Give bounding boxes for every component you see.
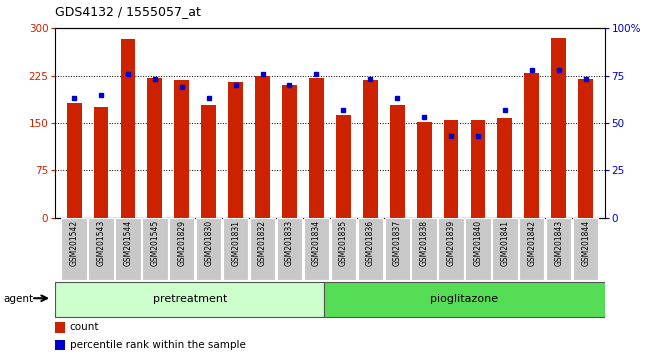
Bar	[363, 80, 378, 218]
Text: GSM201842: GSM201842	[527, 219, 536, 266]
Bar	[438, 218, 463, 280]
Text: GDS4132 / 1555057_at: GDS4132 / 1555057_at	[55, 5, 201, 18]
Text: GSM201837: GSM201837	[393, 219, 402, 266]
Bar	[497, 118, 512, 218]
Bar	[546, 218, 571, 280]
Bar	[465, 218, 491, 280]
Bar	[223, 218, 248, 280]
Text: GSM201545: GSM201545	[150, 219, 159, 266]
Bar	[55, 322, 65, 333]
Bar	[255, 76, 270, 218]
Bar	[331, 218, 356, 280]
Bar	[309, 78, 324, 218]
Bar	[88, 218, 114, 280]
Bar	[411, 218, 437, 280]
Text: pretreatment: pretreatment	[153, 294, 227, 304]
Text: GSM201833: GSM201833	[285, 219, 294, 266]
Bar	[444, 120, 458, 218]
Text: count: count	[70, 322, 99, 332]
Bar	[358, 218, 383, 280]
Text: GSM201839: GSM201839	[447, 219, 456, 266]
Text: GSM201831: GSM201831	[231, 219, 240, 266]
Text: GSM201832: GSM201832	[258, 219, 267, 266]
Text: percentile rank within the sample: percentile rank within the sample	[70, 340, 246, 350]
Text: GSM201836: GSM201836	[366, 219, 375, 266]
Bar	[471, 120, 486, 218]
Bar	[324, 282, 604, 316]
Text: GSM201844: GSM201844	[581, 219, 590, 266]
Bar	[573, 218, 598, 280]
Text: GSM201835: GSM201835	[339, 219, 348, 266]
Bar	[282, 85, 297, 218]
Bar	[115, 218, 140, 280]
Bar	[55, 282, 324, 316]
Bar	[169, 218, 194, 280]
Bar	[120, 39, 135, 218]
Bar	[551, 39, 566, 218]
Bar	[174, 80, 189, 218]
Text: GSM201834: GSM201834	[312, 219, 321, 266]
Text: pioglitazone: pioglitazone	[430, 294, 499, 304]
Bar	[94, 107, 109, 218]
Text: GSM201838: GSM201838	[420, 219, 428, 266]
Bar	[67, 103, 81, 218]
Bar	[148, 78, 162, 218]
Text: GSM201843: GSM201843	[554, 219, 564, 266]
Bar	[417, 122, 432, 218]
Text: GSM201830: GSM201830	[204, 219, 213, 266]
Bar	[519, 218, 545, 280]
Bar	[390, 105, 404, 218]
Bar	[202, 105, 216, 218]
Bar	[336, 115, 351, 218]
Text: agent: agent	[3, 294, 33, 304]
Bar	[228, 82, 243, 218]
Bar	[304, 218, 329, 280]
Text: GSM201543: GSM201543	[96, 219, 105, 266]
Bar	[525, 73, 540, 218]
Text: GSM201542: GSM201542	[70, 219, 79, 266]
Text: GSM201829: GSM201829	[177, 219, 187, 266]
Bar	[196, 218, 222, 280]
Bar	[62, 218, 86, 280]
Text: GSM201544: GSM201544	[124, 219, 133, 266]
Text: GSM201841: GSM201841	[500, 219, 510, 266]
Bar	[55, 340, 65, 350]
Bar	[492, 218, 517, 280]
Text: GSM201840: GSM201840	[473, 219, 482, 266]
Bar	[385, 218, 410, 280]
Bar	[142, 218, 168, 280]
Bar	[578, 79, 593, 218]
Bar	[250, 218, 275, 280]
Bar	[277, 218, 302, 280]
